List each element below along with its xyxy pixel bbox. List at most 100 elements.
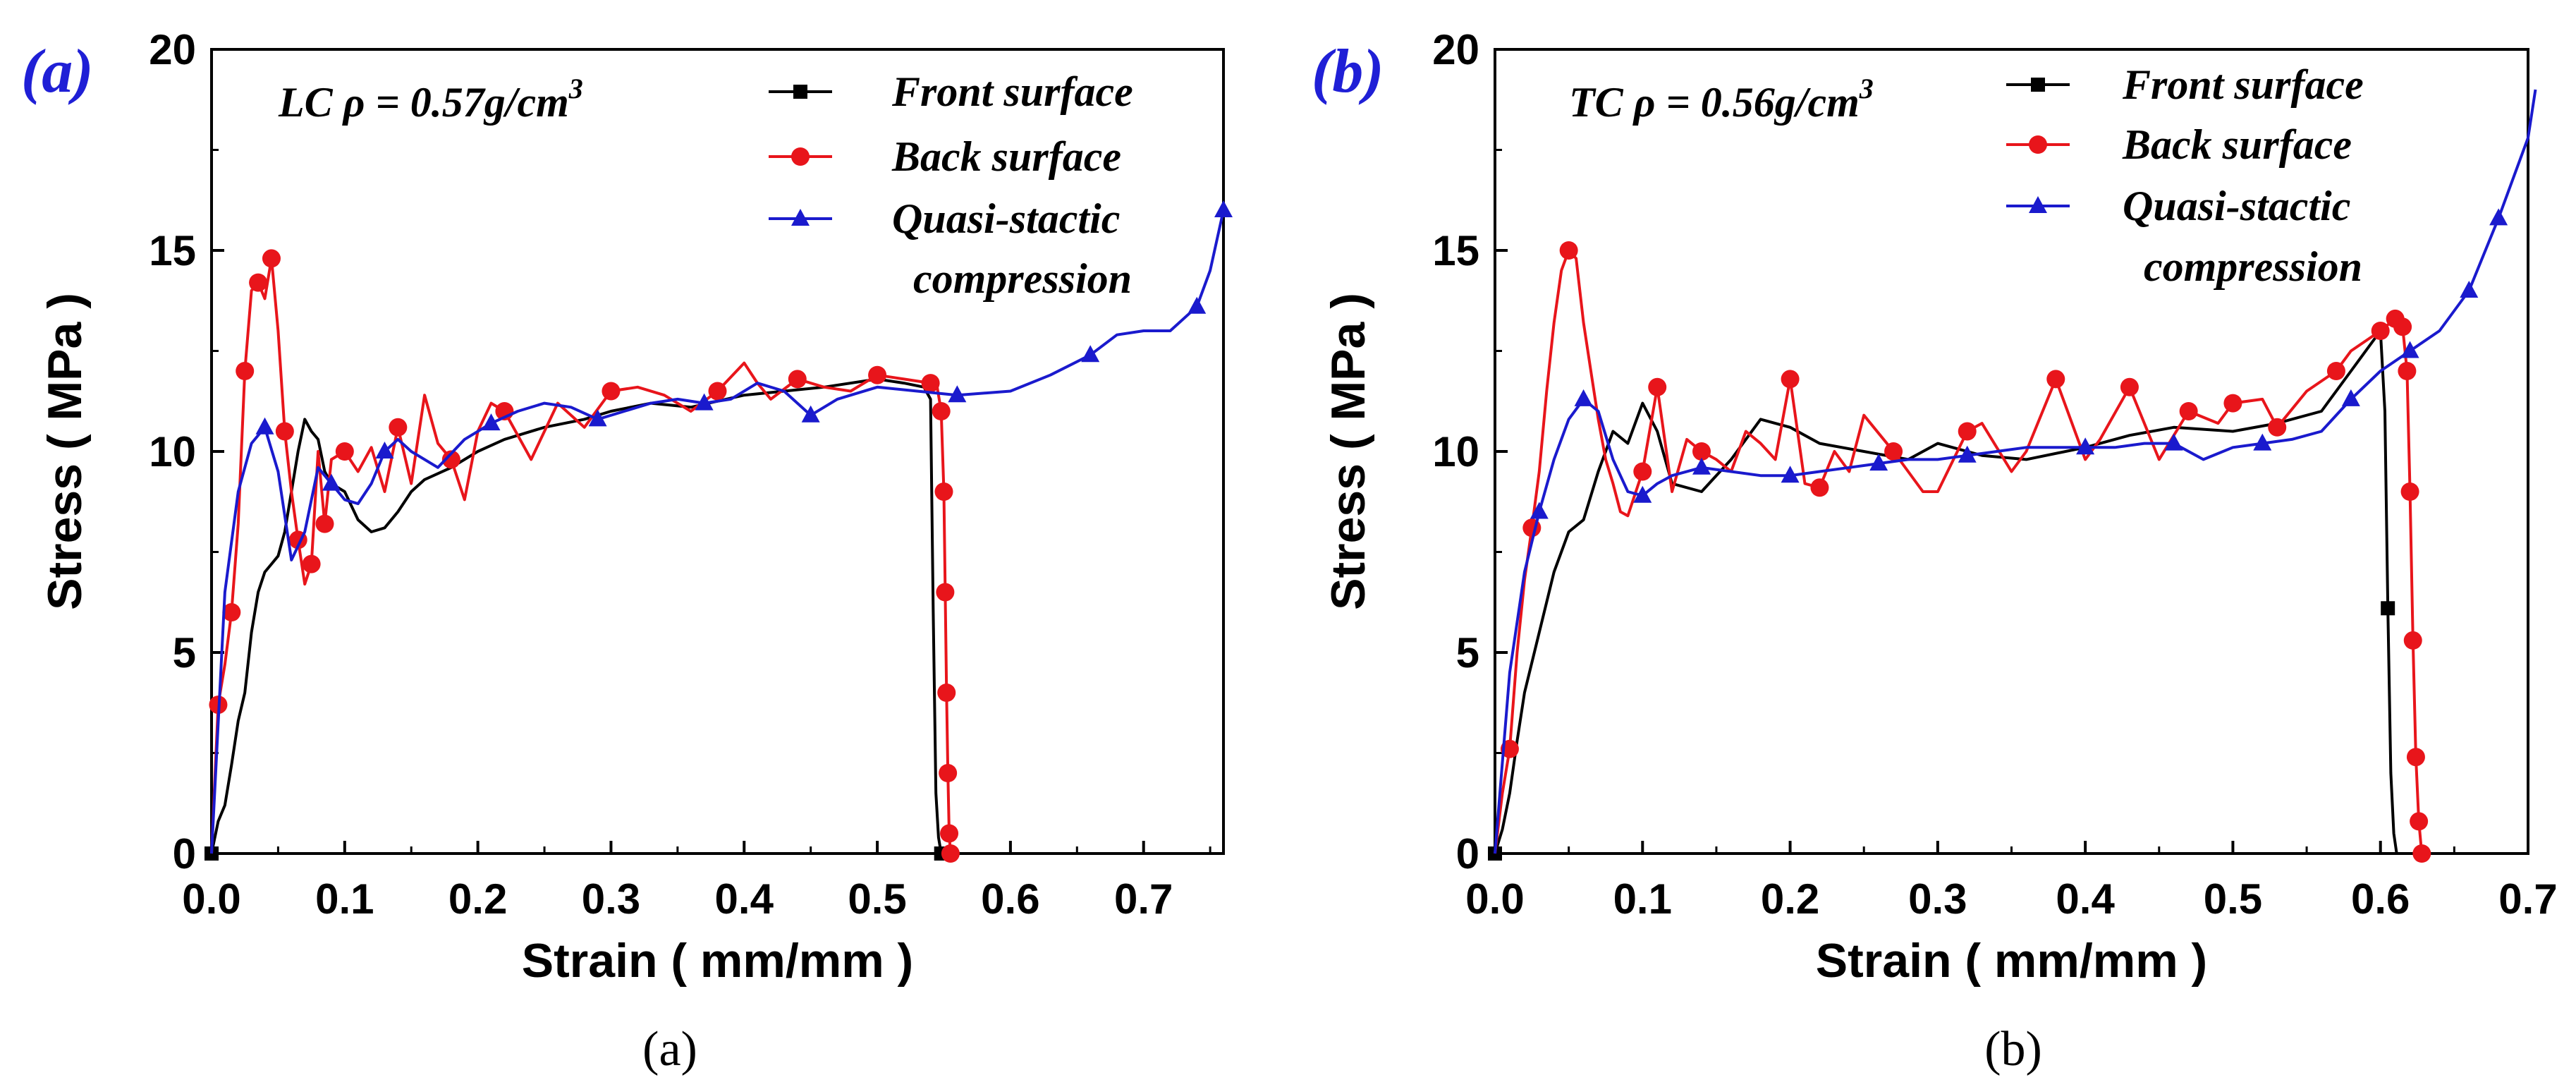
data-point-circle <box>2393 317 2412 336</box>
annotation-main: LC ρ = 0.57g/cm <box>278 79 569 126</box>
legend-label: Quasi-stactic <box>2123 183 2350 229</box>
data-point-triangle <box>1081 345 1100 363</box>
chart-panel-0: 0 5 10 15 20 0.0 0.1 0.2 0.3 0.4 0.5 0.6 0.7 Strain (… <box>21 26 1233 1076</box>
data-point-circle <box>940 824 959 843</box>
sub-caption: (b) <box>1984 1022 2042 1076</box>
x-tick-label: 0.4 <box>2056 875 2115 923</box>
data-point-triangle <box>255 417 274 435</box>
x-tick-label: 0.0 <box>1465 875 1524 923</box>
data-point-circle <box>1781 370 1800 389</box>
series-2 <box>210 200 1233 854</box>
y-tick-label: 15 <box>1432 227 1479 274</box>
data-point-circle <box>2371 322 2390 340</box>
data-point-triangle <box>1781 466 1800 483</box>
series-0 <box>1488 329 2398 861</box>
y-tick-label: 5 <box>1456 629 1479 676</box>
series-1 <box>1494 241 2431 863</box>
y-tick-label: 20 <box>1432 26 1479 73</box>
data-point-triangle <box>322 473 341 491</box>
data-point-circle <box>441 450 460 469</box>
series-line <box>210 377 943 854</box>
x-tick-label: 0.1 <box>315 875 374 923</box>
data-point-circle <box>222 603 241 621</box>
legend-marker-square <box>793 85 807 99</box>
series-line <box>1494 249 2424 854</box>
x-tick-label: 0.7 <box>2498 875 2557 923</box>
annotation-superscript: 3 <box>1859 73 1874 104</box>
data-point-circle <box>2223 394 2242 413</box>
data-point-triangle <box>1188 296 1207 314</box>
data-point-circle <box>932 402 951 420</box>
series-line <box>210 209 1225 854</box>
y-axis-title: Stress ( MPa ) <box>38 293 92 610</box>
data-point-circle <box>1648 377 1667 396</box>
data-point-circle <box>2403 631 2422 650</box>
y-tick-label: 15 <box>149 227 196 274</box>
data-point-circle <box>302 554 321 573</box>
data-point-triangle <box>2341 389 2360 406</box>
x-tick-label: 0.6 <box>981 875 1039 923</box>
series-line <box>1494 329 2398 854</box>
data-point-triangle <box>482 413 501 431</box>
data-point-circle <box>788 370 807 389</box>
data-point-triangle <box>1633 485 1652 503</box>
y-tick-label: 5 <box>173 629 196 676</box>
data-point-circle <box>2268 418 2287 437</box>
x-tick-label: 0.5 <box>848 875 906 923</box>
data-point-circle <box>1559 241 1578 260</box>
data-point-triangle <box>375 442 394 459</box>
panel-letter: (a) <box>21 37 94 106</box>
data-point-circle <box>2120 377 2139 396</box>
y-tick-label: 10 <box>1432 428 1479 475</box>
data-point-triangle <box>1692 457 1711 475</box>
data-point-circle <box>2406 748 2425 767</box>
legend-label: Quasi-stactic <box>892 195 1120 242</box>
legend-marker-circle <box>2029 135 2047 154</box>
x-tick-label: 0.3 <box>1908 875 1967 923</box>
annotation-main: TC ρ = 0.56g/cm <box>1569 79 1860 126</box>
chart-panel-1: 0 5 10 15 20 0.0 0.1 0.2 0.3 0.4 0.5 0.6 0.7 Strain (… <box>1312 26 2558 1076</box>
data-point-triangle <box>2076 437 2095 455</box>
legend-marker-triangle <box>791 209 810 226</box>
x-tick-label: 0.7 <box>1114 875 1173 923</box>
data-point-circle <box>236 362 255 380</box>
y-tick-label: 0 <box>1456 830 1479 878</box>
data-point-triangle <box>2164 433 2183 451</box>
x-axis-title: Strain ( mm/mm ) <box>522 934 913 988</box>
data-point-triangle <box>801 405 820 423</box>
data-point-triangle <box>2400 341 2419 358</box>
data-point-circle <box>937 684 956 702</box>
x-tick-label: 0.4 <box>715 875 774 923</box>
series-line <box>210 257 952 854</box>
x-tick-label: 0.2 <box>1761 875 1819 923</box>
panel-letter: (b) <box>1312 37 1384 106</box>
y-tick-label: 0 <box>173 830 196 878</box>
data-point-circle <box>249 273 268 292</box>
data-point-circle <box>2400 482 2419 501</box>
data-point-circle <box>315 514 334 533</box>
legend-label: Back surface <box>2122 121 2352 168</box>
legend-label: compression <box>2144 243 2362 290</box>
data-point-triangle <box>948 385 967 403</box>
data-point-circle <box>2046 370 2065 389</box>
legend-label: Front surface <box>2122 61 2364 108</box>
data-point-circle <box>1958 422 1977 441</box>
x-tick-label: 0.5 <box>2204 875 2262 923</box>
data-point-circle <box>939 764 958 782</box>
data-point-circle <box>941 844 960 863</box>
data-point-circle <box>389 418 408 437</box>
legend-marker-triangle <box>2029 196 2047 213</box>
x-axis-title: Strain ( mm/mm ) <box>1816 934 2207 988</box>
legend-label: Back surface <box>891 133 1121 180</box>
data-point-triangle <box>588 409 607 427</box>
x-tick-label: 0.2 <box>448 875 507 923</box>
data-point-triangle <box>2253 433 2272 451</box>
data-point-circle <box>2412 844 2431 863</box>
data-point-circle <box>921 374 940 393</box>
legend: Front surface Back surface Quasi-stactic co… <box>769 68 1133 302</box>
legend-label: compression <box>913 255 1132 302</box>
data-point-circle <box>602 382 621 401</box>
data-point-circle <box>708 382 727 401</box>
density-annotation: TC ρ = 0.56g/cm3 <box>1569 73 1874 126</box>
